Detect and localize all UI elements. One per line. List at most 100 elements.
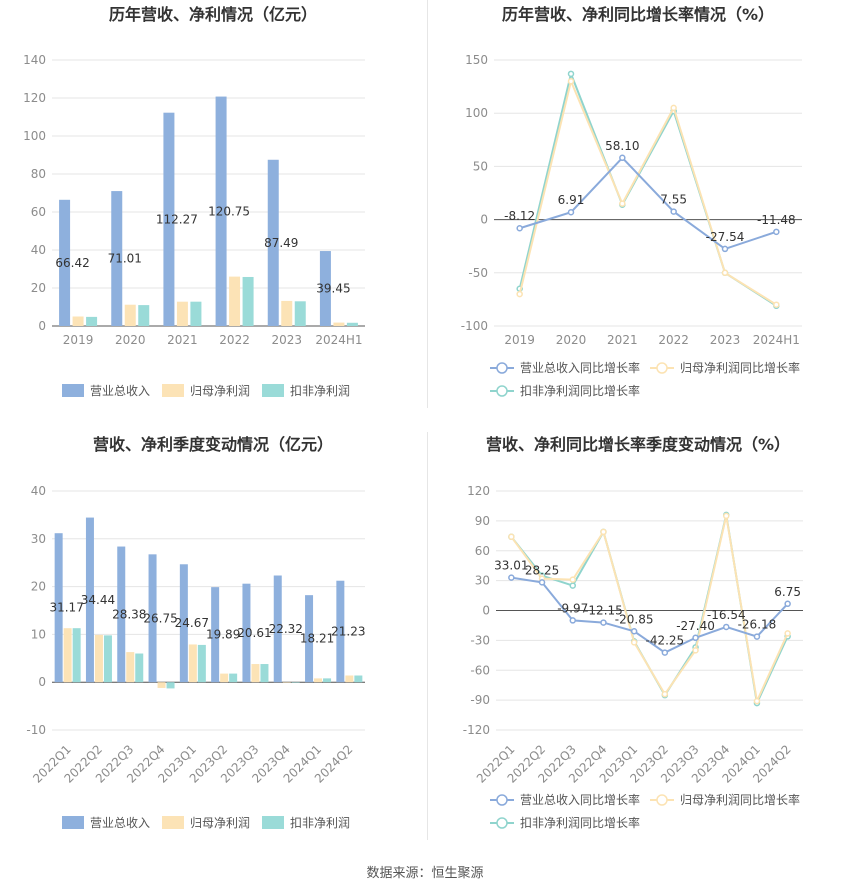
bar-3 — [166, 682, 175, 689]
series-line-3 — [510, 514, 789, 707]
bar-1 — [211, 587, 220, 683]
data-point — [538, 579, 546, 586]
y-tick-label: 50 — [473, 159, 488, 173]
legend-marker — [496, 385, 508, 397]
y-tick-label: 120 — [467, 484, 490, 498]
legend-swatch — [62, 816, 84, 829]
legend-label: 营业总收入 — [90, 816, 150, 830]
data-point — [516, 290, 523, 298]
data-point — [773, 301, 780, 308]
bar-3 — [103, 635, 112, 683]
data-point — [569, 576, 576, 583]
x-tick-label: 2023 — [271, 333, 302, 347]
legend-label: 营业总收入同比增长率 — [520, 360, 640, 375]
data-point — [661, 649, 669, 656]
y-tick-label: 10 — [31, 627, 46, 641]
data-label: -20.85 — [615, 612, 654, 626]
bar-3 — [197, 644, 206, 683]
data-label: 19.89 — [206, 628, 240, 642]
data-label: 6.75 — [774, 585, 801, 599]
data-label: -12.15 — [584, 604, 623, 618]
y-tick-label: 0 — [38, 319, 46, 333]
y-tick-label: 40 — [31, 243, 46, 257]
panel-divider-top — [427, 0, 428, 408]
bar-2 — [72, 316, 84, 326]
data-point — [569, 617, 576, 624]
x-tick-label: 2020 — [115, 333, 146, 347]
y-tick-label: 40 — [31, 484, 46, 498]
y-tick-label: 60 — [31, 205, 46, 219]
bar-3 — [72, 628, 81, 683]
data-point — [721, 269, 729, 277]
data-label: -26.18 — [738, 618, 777, 632]
bar-2 — [63, 628, 72, 683]
bar-1 — [54, 533, 63, 683]
data-label: -11.48 — [757, 213, 796, 227]
bar-1 — [111, 191, 123, 326]
bar-2 — [314, 678, 323, 683]
data-point — [630, 639, 638, 646]
y-tick-label: 140 — [23, 53, 46, 67]
legend-label: 归母净利润 — [190, 816, 250, 830]
bar-1 — [242, 583, 251, 683]
y-tick-label: 120 — [23, 91, 46, 105]
x-tick-label: 2021 — [167, 333, 198, 347]
bar-1 — [117, 546, 126, 683]
data-point — [784, 630, 791, 637]
legend-label: 扣非净利润同比增长率 — [520, 815, 640, 830]
data-point — [630, 628, 638, 635]
data-point — [508, 574, 515, 581]
bar-3 — [354, 675, 363, 683]
data-label: 28.25 — [525, 563, 559, 577]
bar-2 — [333, 322, 345, 326]
data-label: 58.10 — [605, 139, 639, 153]
bar-1 — [148, 554, 157, 683]
legend-label: 营业总收入 — [90, 384, 150, 398]
legend-swatch — [162, 816, 184, 829]
data-label: 28.38 — [112, 607, 146, 621]
y-tick-label: 30 — [475, 574, 490, 588]
bar-2 — [124, 304, 136, 326]
data-point — [600, 528, 607, 536]
legend-marker — [656, 794, 668, 806]
chart-title: 营收、净利同比增长率季度变动情况（%） — [486, 435, 790, 454]
x-tick-label: 2024H1 — [315, 333, 362, 347]
legend-marker — [496, 817, 508, 829]
y-tick-label: -50 — [468, 266, 488, 280]
bar-1 — [163, 112, 175, 326]
y-tick-label: 100 — [23, 129, 46, 143]
legend-label: 扣非净利润同比增长率 — [520, 383, 640, 398]
legend-label: 归母净利润 — [190, 384, 250, 398]
data-point — [661, 690, 669, 698]
data-point — [569, 582, 576, 589]
bar-1 — [305, 595, 314, 683]
y-tick-label: 150 — [465, 53, 488, 67]
bar-2 — [188, 644, 197, 683]
y-tick-label: 30 — [31, 532, 46, 546]
data-point — [723, 512, 730, 520]
data-point — [567, 78, 575, 85]
data-point — [753, 633, 761, 640]
x-tick-label: 2019 — [504, 333, 535, 347]
bar-3 — [291, 682, 300, 683]
y-tick-label: 100 — [465, 106, 488, 120]
legend-swatch — [262, 816, 284, 829]
x-tick-label: 2019 — [63, 333, 94, 347]
data-label: 34.44 — [81, 593, 115, 607]
y-tick-label: 20 — [31, 281, 46, 295]
y-tick-label: 90 — [475, 514, 490, 528]
bar-1 — [215, 96, 227, 326]
x-tick-label: 2020 — [556, 333, 587, 347]
bar-2 — [251, 664, 260, 683]
data-label: -9.97 — [557, 601, 588, 615]
legend-label: 扣非净利润 — [290, 816, 350, 830]
legend-label: 归母净利润同比增长率 — [680, 792, 800, 807]
data-label: 26.75 — [143, 611, 177, 625]
bar-2 — [229, 276, 241, 326]
data-label: 33.01 — [494, 559, 528, 573]
y-tick-label: 0 — [38, 675, 46, 689]
data-label: -16.54 — [707, 608, 746, 622]
data-label: 18.21 — [300, 632, 334, 646]
bar-3 — [294, 301, 306, 326]
data-label: -42.25 — [646, 634, 685, 648]
